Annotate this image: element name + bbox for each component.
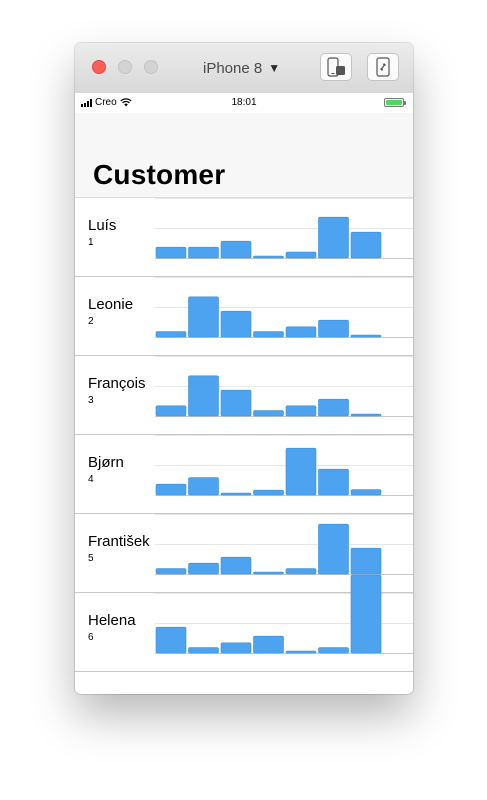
customer-name: François [88,375,146,392]
row-separator [75,592,413,593]
chart-bar [285,405,317,417]
chart-bar [220,492,252,496]
chart-bar [285,326,317,338]
customer-bar-chart [155,435,413,496]
home-button[interactable] [320,53,352,81]
list-item[interactable]: Leonie 2 [75,277,413,356]
chart-bar [350,334,382,338]
chart-bar [155,246,187,259]
chart-bar [350,231,382,259]
customer-bar-chart [155,514,413,575]
customer-number: 4 [88,474,94,485]
customer-list[interactable]: Luís 1 Leonie 2 François 3 Bjørn 4 František 5 Hel… [75,198,413,672]
chart-bar [285,251,317,259]
chart-bar [285,650,317,654]
close-window-button[interactable] [92,60,106,74]
chart-bar [155,626,187,654]
customer-bar-chart [155,198,413,259]
device-name: iPhone 8 [203,59,263,77]
chart-bar [350,413,382,417]
customer-number: 5 [88,553,94,564]
list-item[interactable]: François 3 [75,356,413,435]
phone-home-icon [327,57,345,77]
chart-bar [318,216,349,259]
customer-name: Helena [88,612,136,629]
chart-bar [285,447,317,496]
customer-bar-chart [155,277,413,338]
customer-name: Leonie [88,296,134,313]
chart-bar [350,574,382,654]
device-selector[interactable]: iPhone 8 ▼ [203,58,280,78]
customer-bar-chart [155,574,413,654]
chart-bar [350,489,382,496]
chart-bar [220,556,252,575]
zoom-window-button[interactable] [144,60,158,74]
list-item[interactable]: František 5 [75,514,413,593]
customer-number: 6 [88,632,94,643]
row-separator [75,671,413,672]
device-screen: Creo 18:01 Customer Luís 1 Leonie 2 François… [75,93,413,694]
chart-bar [188,375,219,417]
chart-bar [220,389,252,417]
chart-bar [253,410,284,417]
chart-bar [188,477,219,496]
customer-number: 1 [88,237,94,248]
chart-bar [318,398,349,417]
simulator-window: iPhone 8 ▼ Creo [75,43,413,694]
chart-bar [220,642,252,654]
list-item[interactable]: Helena 6 [75,574,413,672]
minimize-window-button[interactable] [118,60,132,74]
simulator-titlebar: iPhone 8 ▼ [75,43,413,94]
chart-bar [188,246,219,259]
chart-bar [318,319,349,338]
chart-bar [188,296,219,338]
rotate-button[interactable] [367,53,399,81]
customer-number: 2 [88,316,94,327]
chart-bar [155,405,187,417]
row-separator [75,276,413,277]
chart-bar [155,568,187,575]
chart-bar [318,468,349,496]
status-time: 18:01 [231,97,257,108]
chart-bar [253,635,284,654]
customer-name: Bjørn [88,454,124,471]
rotate-icon [376,57,390,77]
battery-icon [384,98,406,107]
chart-bar [285,568,317,575]
customer-number: 3 [88,395,94,406]
chart-bar [220,310,252,338]
chart-bar [318,647,349,654]
customer-bar-chart [155,356,413,417]
row-separator [75,434,413,435]
list-item[interactable]: Luís 1 [75,198,413,277]
row-separator [75,513,413,514]
list-item[interactable]: Bjørn 4 [75,435,413,514]
chart-bar [253,489,284,496]
chart-bar [253,571,284,575]
chart-bar [155,331,187,338]
signal-icon [81,98,92,107]
chart-bar [253,255,284,259]
status-bar: Creo 18:01 [75,93,413,113]
carrier-label: Creo [95,97,117,108]
navigation-bar: Customer [75,113,413,198]
row-separator [75,355,413,356]
caret-down-icon: ▼ [268,61,281,75]
customer-name: Luís [88,217,117,234]
chart-bar [220,240,252,259]
wifi-icon [120,98,132,107]
chart-bar [253,331,284,338]
chart-bar [155,483,187,496]
page-title: Customer [93,159,226,190]
customer-name: František [88,533,150,550]
chart-bar [318,523,349,575]
chart-bar [350,547,382,575]
chart-bar [188,562,219,575]
chart-bar [188,647,219,654]
